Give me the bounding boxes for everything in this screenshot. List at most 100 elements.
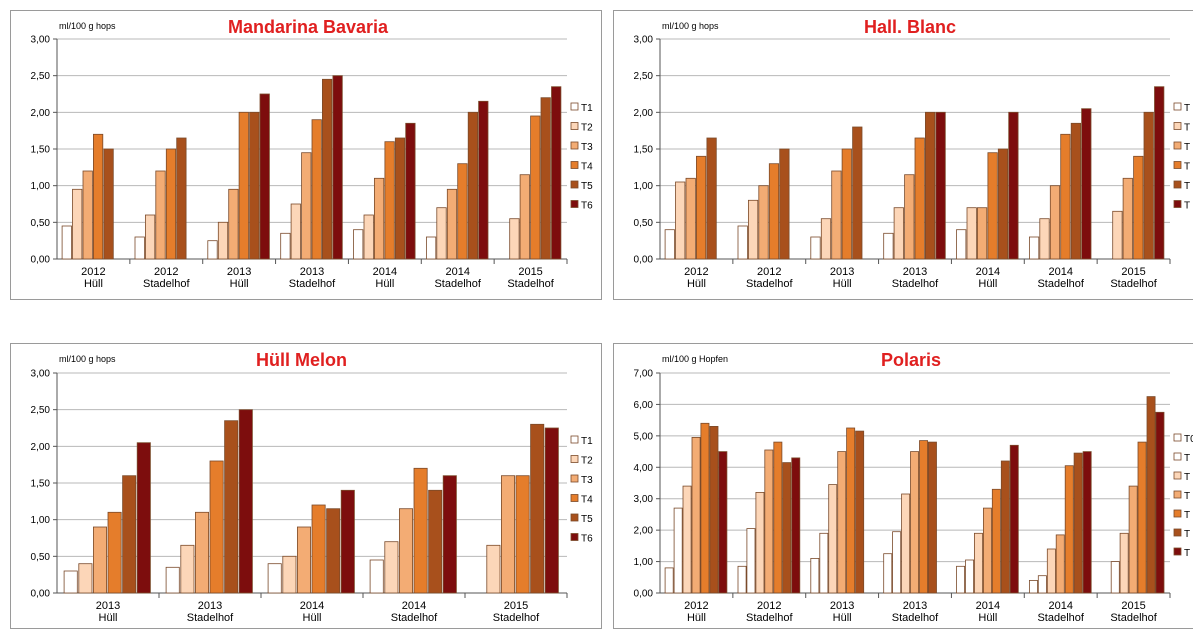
legend-label: T0 [1184, 434, 1193, 445]
legend-swatch [570, 494, 579, 502]
x-tick-label: Stadelhof [1037, 278, 1084, 290]
bar-series-0 [810, 236, 821, 260]
x-tick-label: Hüll [687, 612, 706, 624]
x-tick-label: 2012 [81, 266, 105, 278]
bar-series-4 [991, 488, 1001, 594]
x-tick-label: 2014 [300, 600, 324, 612]
bar-t1 [267, 563, 282, 594]
y-tick-label: 0,00 [634, 589, 654, 600]
legend-swatch [570, 513, 579, 522]
chart-panel-mandarina-bavaria: ml/100 g hops Mandarina Bavaria 0,00 0,50… [10, 10, 602, 300]
legend-swatch [570, 102, 579, 111]
bar-series-2 [685, 177, 696, 260]
x-tick-label: 2015 [504, 600, 528, 612]
y-tick-label: 0,00 [31, 589, 51, 600]
legend-label: T6 [581, 201, 593, 212]
bar-t2 [217, 221, 229, 260]
legend-swatch [1173, 452, 1182, 461]
bar-series-1 [746, 528, 756, 594]
bar-series-3 [841, 148, 852, 260]
bar-t5 [176, 137, 187, 260]
bar-series-1 [1110, 561, 1120, 594]
bar-series-3 [1055, 534, 1065, 594]
x-tick-label: Hüll [303, 612, 322, 624]
bar-series-4 [1143, 111, 1154, 260]
bar-t5 [326, 508, 341, 594]
legend-label: T5 [581, 514, 593, 525]
bar-t4 [530, 115, 541, 260]
legend-label: T [1184, 491, 1190, 502]
legend-swatch [1173, 471, 1182, 480]
legend-label: T3 [581, 142, 593, 153]
y-axis-unit: ml/100 g hops [59, 21, 116, 31]
x-tick-label: Hüll [978, 278, 997, 290]
x-tick-label: Hüll [230, 278, 249, 290]
legend-swatch [570, 474, 579, 483]
bar-series-1 [1112, 210, 1123, 260]
bar-t6 [136, 442, 151, 594]
x-tick-label: 2014 [1048, 266, 1072, 278]
bar-series-6 [718, 451, 728, 594]
y-tick-label: 2,50 [31, 71, 51, 82]
legend-swatch [1173, 509, 1182, 518]
bar-series-3 [696, 155, 707, 260]
legend-label: T [1184, 103, 1190, 114]
bar-series-0 [810, 557, 820, 594]
bar-series-2 [1119, 532, 1129, 594]
bar-series-4 [846, 427, 856, 594]
bar-series-3 [914, 137, 925, 260]
bar-series-1 [966, 207, 977, 260]
y-tick-label: 0,50 [31, 552, 51, 563]
bar-t2 [78, 563, 93, 594]
legend-label: T1 [581, 436, 593, 447]
bar-series-2 [831, 170, 842, 260]
bar-series-3 [982, 507, 992, 594]
bar-series-5 [1081, 108, 1092, 260]
legend-swatch [570, 180, 579, 189]
y-tick-label: 6,00 [634, 400, 654, 411]
bar-series-1 [892, 531, 902, 594]
legend-label: T3 [581, 475, 593, 486]
bar-series-2 [758, 185, 769, 260]
y-tick-label: 3,00 [31, 35, 51, 46]
bar-series-3 [837, 451, 847, 594]
bar-series-5 [782, 462, 792, 594]
legend-label: T2 [581, 123, 593, 134]
bar-series-5 [927, 441, 937, 594]
x-tick-label: Stadelhof [746, 612, 793, 624]
legend-label: T [1184, 181, 1190, 192]
legend-label: T1 [581, 103, 593, 114]
bar-series-1 [1037, 575, 1047, 594]
legend-label: T2 [581, 456, 593, 467]
bar-t6 [442, 475, 457, 594]
y-tick-label: 1,50 [31, 145, 51, 156]
bar-t5 [540, 97, 551, 260]
bar-t2 [436, 207, 447, 260]
legend-swatch [1173, 141, 1182, 150]
x-tick-label: 2013 [227, 266, 251, 278]
bar-series-6 [791, 457, 801, 594]
y-tick-label: 3,00 [634, 494, 654, 505]
legend-swatch [570, 200, 579, 208]
bar-series-0 [737, 565, 747, 594]
legend-label: T [1184, 510, 1190, 521]
y-tick-label: 7,00 [634, 369, 654, 380]
bar-series-1 [820, 218, 832, 260]
bar-series-4 [919, 440, 929, 594]
bar-t4 [165, 148, 177, 260]
chart-title: Polaris [881, 350, 942, 370]
x-tick-label: 2013 [903, 600, 927, 612]
x-tick-label: Hüll [687, 278, 706, 290]
bar-series-3 [910, 451, 920, 594]
legend-swatch [1173, 161, 1182, 169]
bar-t4 [311, 119, 322, 260]
bar-t4 [457, 163, 468, 260]
y-tick-label: 2,00 [634, 108, 654, 119]
bar-series-4 [1064, 465, 1074, 594]
x-tick-label: Stadelhof [391, 612, 438, 624]
bar-series-5 [1146, 396, 1156, 594]
bar-t2 [72, 188, 83, 260]
bar-t3 [500, 475, 515, 594]
x-tick-label: Hüll [99, 612, 118, 624]
y-axis-unit: ml/100 g Hopfen [662, 354, 729, 364]
